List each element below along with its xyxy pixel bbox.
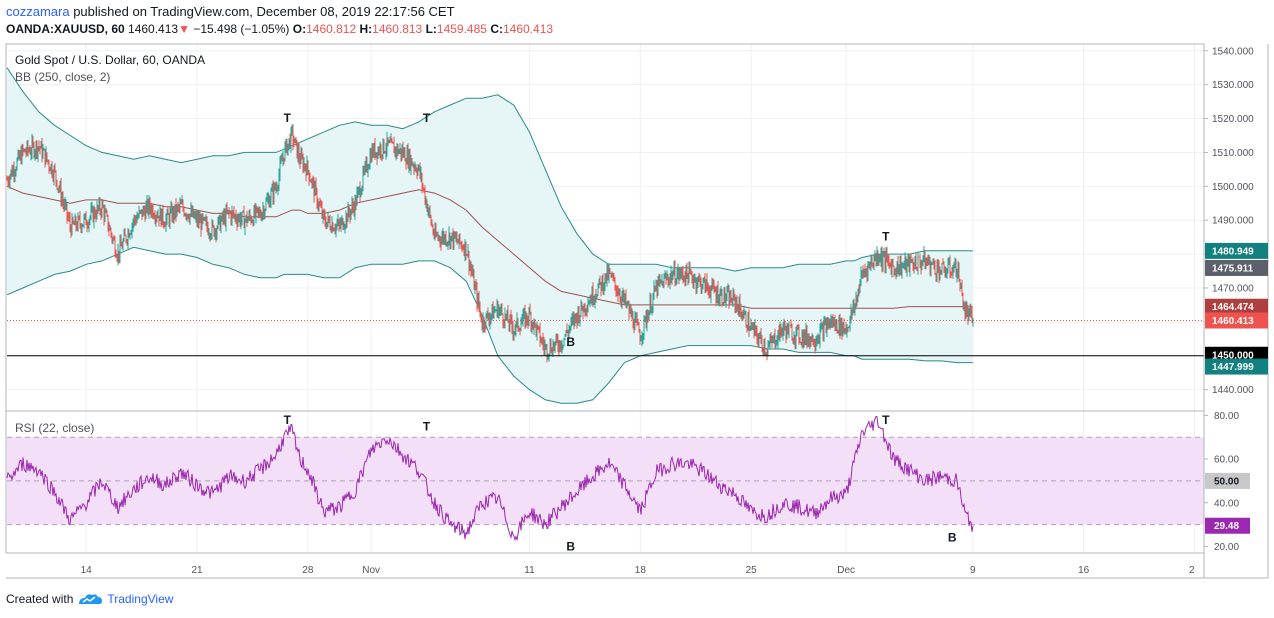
rsi-annotation-b: B — [948, 531, 957, 545]
rsi-tick-label: 20.00 — [1214, 542, 1239, 553]
price-label-box — [1205, 298, 1268, 315]
time-tick-label: 28 — [302, 565, 314, 576]
low-key: L: — [425, 22, 437, 36]
footer: Created with TradingView — [6, 592, 173, 606]
price-label-box — [1205, 312, 1268, 329]
tradingview-link[interactable]: TradingView — [107, 592, 174, 606]
bb-lower-line — [6, 246, 973, 404]
author-link[interactable]: cozzamara — [6, 4, 70, 19]
rsi-last-label-box — [1205, 517, 1250, 534]
symbol-label: OANDA:XAUUSD, 60 — [6, 22, 125, 36]
rsi-mid-label-box — [1205, 472, 1250, 489]
price-tick-label: 1490.000 — [1212, 216, 1254, 227]
time-tick-label: 11 — [524, 565, 535, 576]
price-label-value: 1464.474 — [1212, 302, 1254, 313]
rsi-annotation-t: T — [882, 413, 890, 427]
created-with: Created with — [6, 592, 74, 606]
publish-info: published on TradingView.com, December 0… — [73, 4, 455, 19]
rsi-tick-label: 40.00 — [1214, 498, 1239, 509]
price-label-box — [1205, 358, 1268, 375]
time-tick-label: Nov — [362, 565, 380, 576]
rsi-mid-label: 50.00 — [1214, 476, 1239, 487]
price-tick-label: 1530.000 — [1212, 80, 1254, 91]
price-annotation-t: T — [882, 230, 890, 244]
rsi-annotation-t: T — [284, 413, 292, 427]
time-tick-label: 21 — [191, 565, 203, 576]
close-value: 1460.413 — [502, 22, 554, 36]
high-value: 1460.813 — [372, 22, 423, 36]
price-tick-label: 1440.000 — [1212, 385, 1254, 396]
price-annotation-t: T — [284, 111, 292, 125]
bb-upper-line — [6, 67, 973, 272]
chart-title: Gold Spot / U.S. Dollar, 60, OANDA — [15, 53, 205, 67]
price-label-value: 1475.911 — [1212, 263, 1254, 274]
bb-legend: BB (250, close, 2) — [15, 70, 110, 84]
time-tick-label: 25 — [746, 565, 758, 576]
open-key: O: — [292, 22, 307, 36]
time-tick-label: 9 — [970, 565, 976, 576]
price-tick-label: 1520.000 — [1212, 114, 1254, 125]
candlestick-series — [6, 124, 1204, 363]
price-label-value: 1450.000 — [1212, 350, 1254, 361]
rsi-line — [6, 415, 974, 542]
high-key: H: — [359, 22, 373, 36]
price-label-value: 1447.999 — [1212, 362, 1254, 373]
price-annotation-t: T — [423, 111, 431, 125]
rsi-annotation-b: B — [566, 539, 575, 553]
rsi-last-label: 29.48 — [1214, 521, 1239, 532]
price-tick-label: 1510.000 — [1212, 148, 1254, 159]
bollinger-bands — [6, 67, 973, 404]
price-label-value: 1480.949 — [1212, 246, 1254, 257]
price-tick-label: 1470.000 — [1212, 284, 1254, 295]
annotations: T T B T T T B T B — [284, 111, 957, 554]
close-key: C: — [490, 22, 503, 36]
price-tick-label: 1540.000 — [1212, 46, 1254, 57]
publish-line: cozzamara published on TradingView.com, … — [6, 4, 455, 19]
rsi-tick-label: 80.00 — [1214, 411, 1239, 422]
price-label-box — [1205, 259, 1268, 276]
rsi-series — [6, 415, 1204, 542]
price-label-box — [1205, 242, 1268, 259]
price-axes: 1440.0001450.0001460.0001470.0001480.000… — [81, 46, 1268, 576]
last-price: 1460.413 — [128, 22, 179, 36]
change-arrow-icon: ▼ — [178, 22, 190, 36]
time-tick-label: 14 — [81, 565, 93, 576]
time-tick-label: Dec — [837, 565, 855, 576]
time-tick-label: 2 — [1189, 565, 1195, 576]
price-label-value: 1460.413 — [1212, 316, 1254, 327]
rsi-legend: RSI (22, close) — [15, 421, 94, 435]
tradingview-cloud-icon — [79, 594, 103, 604]
price-annotation-b: B — [566, 335, 575, 349]
rsi-tick-label: 60.00 — [1214, 455, 1239, 466]
rsi-annotation-t: T — [423, 420, 431, 434]
open-value: 1460.812 — [306, 22, 357, 36]
time-tick-label: 16 — [1078, 565, 1090, 576]
bb-fill — [7, 67, 973, 404]
low-value: 1459.485 — [436, 22, 487, 36]
time-tick-label: 18 — [635, 565, 647, 576]
price-chart[interactable]: 1440.0001450.0001460.0001470.0001480.000… — [0, 0, 1274, 586]
quote-line: OANDA:XAUUSD, 60 1460.413▼ −15.498 (−1.0… — [6, 22, 553, 36]
price-change: −15.498 (−1.05%) — [193, 22, 290, 36]
price-tick-label: 1500.000 — [1212, 182, 1254, 193]
